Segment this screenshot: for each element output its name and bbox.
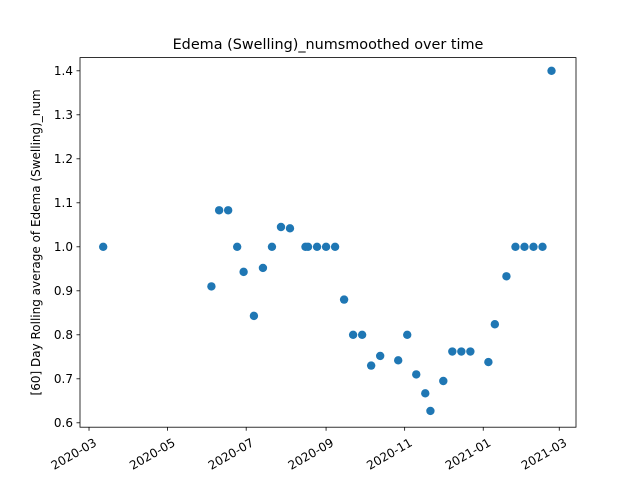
data-point-7 [258, 263, 268, 273]
data-point-32 [502, 272, 511, 281]
data-point-21 [394, 356, 403, 365]
data-point-8 [267, 242, 277, 251]
data-point-14 [321, 242, 331, 251]
data-point-33 [511, 242, 520, 251]
data-point-28 [457, 347, 466, 356]
chart-title: Edema (Swelling)_numsmoothed over time [173, 37, 484, 53]
data-point-20 [375, 351, 385, 361]
data-point-36 [538, 242, 547, 251]
y-tick-label: 1.0 [54, 240, 73, 254]
data-point-24 [421, 389, 430, 398]
data-point-3 [223, 206, 233, 215]
data-point-17 [348, 330, 358, 339]
data-point-5 [239, 267, 248, 277]
x-tick-label: 2020-11 [364, 435, 414, 472]
data-points [98, 66, 556, 416]
data-point-0 [98, 242, 108, 251]
data-point-19 [366, 361, 376, 370]
data-point-31 [490, 320, 500, 329]
x-tick-label: 2020-05 [127, 435, 177, 472]
y-tick-label: 0.8 [54, 328, 73, 342]
data-point-16 [339, 295, 349, 304]
y-tick-label: 0.9 [54, 284, 73, 298]
y-axis-title: [60] Day Rolling average of Edema (Swell… [29, 89, 43, 395]
x-tick-label: 2021-03 [519, 435, 569, 472]
data-point-10 [285, 224, 295, 233]
x-tick-label: 2020-03 [49, 435, 99, 472]
data-point-18 [357, 330, 367, 339]
data-point-26 [439, 376, 448, 386]
y-tick-label: 1.3 [54, 108, 73, 122]
y-tick-label: 0.6 [54, 416, 73, 430]
data-point-4 [232, 242, 242, 251]
data-point-12 [303, 242, 313, 251]
data-point-2 [214, 206, 224, 215]
y-tick-label: 1.4 [54, 64, 73, 78]
data-point-23 [412, 370, 421, 379]
plot-area [79, 57, 577, 428]
x-tick-label: 2020-07 [206, 435, 256, 472]
y-axis: 0.6 0.7 0.8 0.9 1.0 1.1 1.2 1.3 1.4 [54, 64, 80, 430]
data-point-6 [249, 311, 259, 321]
data-point-29 [466, 347, 475, 356]
x-axis: 2020-03 2020-05 2020-07 2020-09 2020-11 2021-… [49, 427, 569, 473]
y-tick-label: 1.1 [54, 196, 73, 210]
data-point-30 [484, 357, 493, 367]
data-point-9 [276, 222, 286, 232]
data-point-34 [520, 242, 529, 251]
data-point-35 [529, 242, 538, 251]
data-point-15 [330, 242, 340, 251]
data-point-1 [207, 282, 216, 291]
data-point-25 [426, 406, 435, 416]
data-point-22 [403, 330, 412, 339]
data-point-27 [448, 347, 457, 356]
x-tick-label: 2021-01 [443, 435, 493, 472]
y-tick-label: 1.2 [54, 152, 73, 166]
data-point-13 [312, 242, 322, 251]
y-tick-label: 0.7 [54, 372, 73, 386]
data-point-37 [547, 66, 556, 76]
x-tick-label: 2020-09 [286, 435, 336, 472]
